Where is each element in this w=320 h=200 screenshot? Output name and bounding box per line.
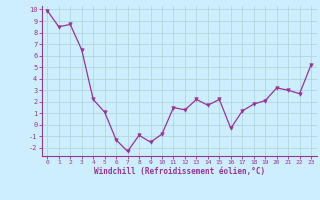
X-axis label: Windchill (Refroidissement éolien,°C): Windchill (Refroidissement éolien,°C) (94, 167, 265, 176)
